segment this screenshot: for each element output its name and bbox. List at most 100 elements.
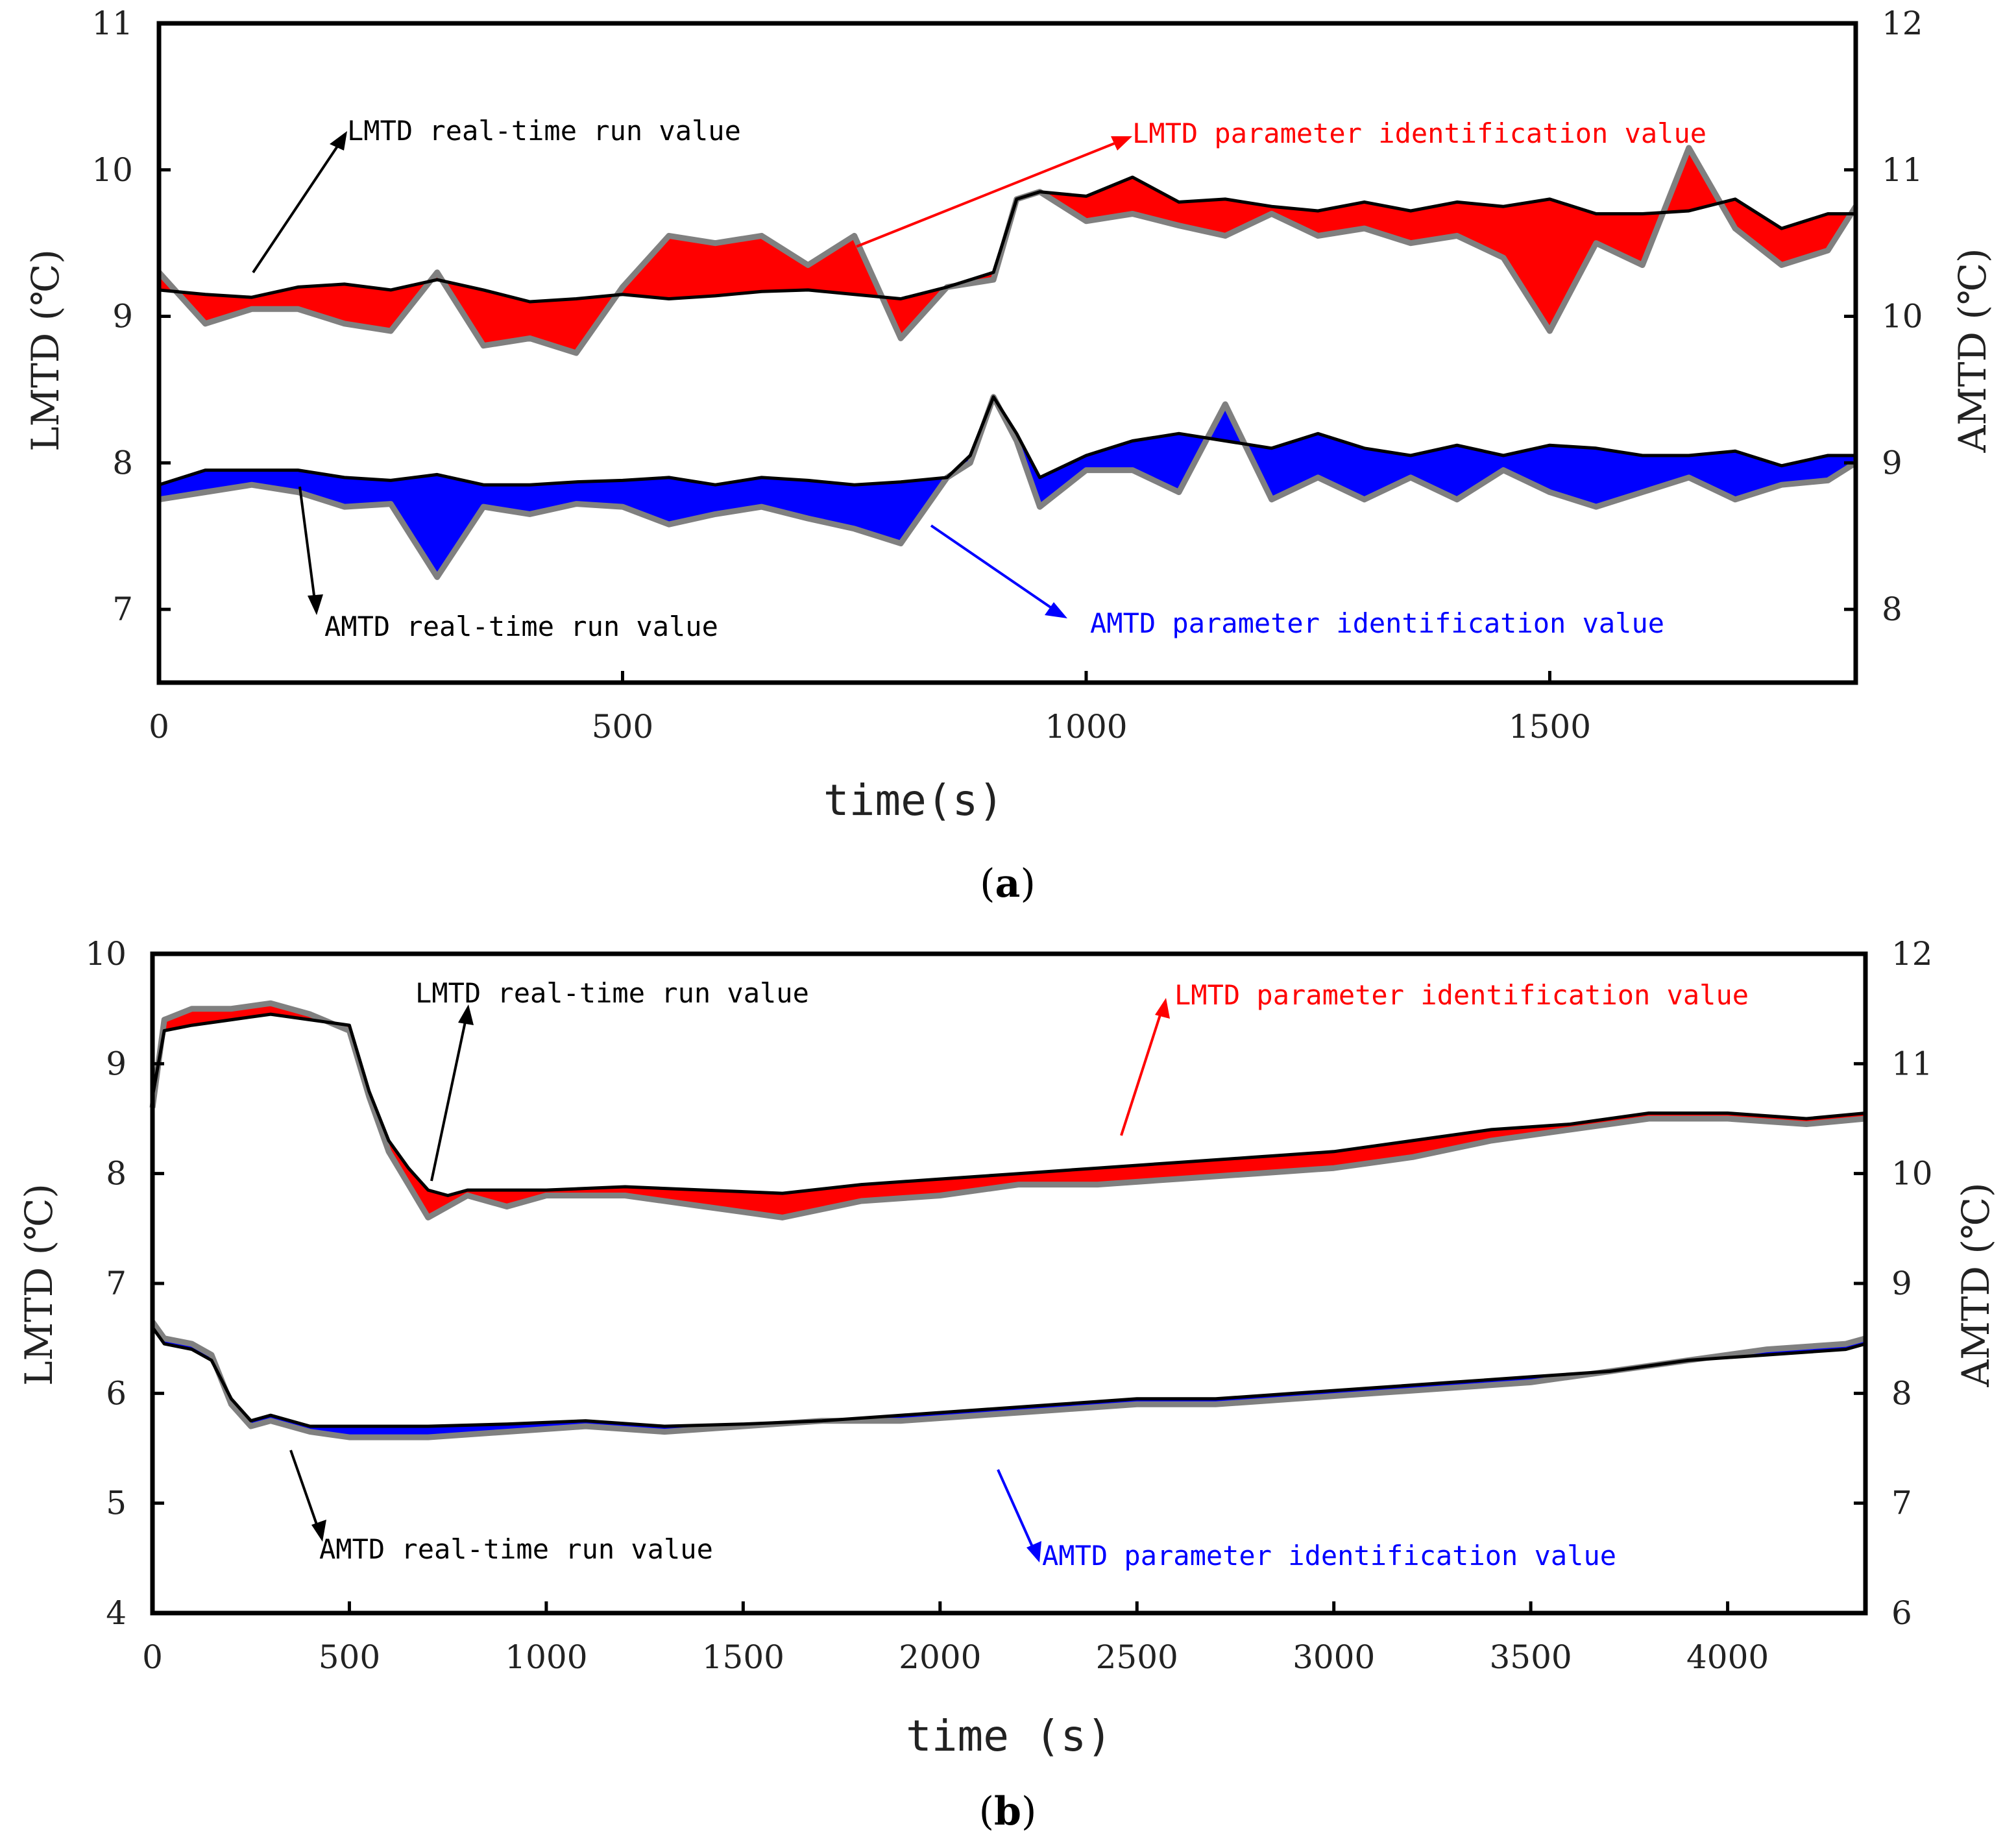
chart-a-left-tick-label: 7: [112, 590, 133, 628]
chart-a-arrowhead-amtd-ident: [1045, 602, 1067, 618]
chart-panel-b: 0 500 1000 1500 2000 2500 3000 3500 4000 4 5 6 7 8 9 1…: [0, 921, 2016, 1846]
chart-b-left-tick-label: 9: [106, 1045, 127, 1082]
chart-a-caption: (a): [980, 861, 1036, 906]
chart-b-x-tick-label: 1500: [702, 1638, 784, 1676]
chart-a-x-tick-label: 0: [149, 708, 169, 746]
chart-b-caption: (b): [979, 1789, 1037, 1834]
chart-a-line-layer: [156, 145, 1858, 580]
chart-b-svg: 0 500 1000 1500 2000 2500 3000 3500 4000 4 5 6 7 8 9 1…: [17, 935, 1998, 1834]
chart-a-x-tick-label: 500: [592, 708, 653, 746]
chart-a-x-axis-title: time(s): [823, 775, 1004, 825]
chart-b-right-tick-label: 8: [1891, 1374, 1912, 1412]
chart-a-left-ticks: 7 8 9 10 11: [91, 5, 171, 628]
chart-a-left-tick-label: 9: [112, 298, 133, 335]
chart-b-line-layer: [149, 1000, 1867, 1440]
chart-b-left-axis-title: LMTD (℃): [17, 1184, 61, 1386]
chart-a-label-amtd-realtime: AMTD real-time run value: [324, 611, 718, 642]
chart-panel-a: 0 500 1000 1500 7 8 9 10 11 8 9 10 11 12 time(s) LM…: [0, 0, 2016, 921]
chart-b-left-tick-label: 8: [106, 1155, 127, 1193]
chart-a-arrowhead-lmtd-realtime: [330, 131, 347, 151]
chart-a-left-axis-title: LMTD (℃): [23, 249, 67, 452]
chart-b-left-tick-label: 10: [85, 935, 127, 973]
chart-a-x-ticks: 0 500 1000 1500: [149, 671, 1591, 746]
chart-a-caption-open: (: [980, 861, 995, 906]
chart-b-arrow-lmtd-ident: [1120, 1010, 1163, 1136]
chart-b-x-tick-label: 2500: [1096, 1638, 1178, 1676]
chart-a-lmtd-realtime-line: [158, 175, 1856, 304]
chart-a-left-tick-label: 10: [91, 151, 133, 189]
chart-b-right-tick-label: 11: [1891, 1045, 1933, 1082]
chart-a-label-lmtd-ident: LMTD parameter identification value: [1132, 117, 1706, 149]
chart-b-right-axis-title: AMTD (℃): [1954, 1182, 1998, 1387]
chart-b-label-amtd-realtime: AMTD real-time run value: [319, 1533, 713, 1565]
chart-a-fill-layer: [159, 147, 1856, 577]
chart-a-caption-close: ): [1020, 861, 1035, 906]
chart-b-right-tick-label: 7: [1891, 1485, 1912, 1522]
chart-b-arrowhead-lmtd-realtime: [458, 1004, 474, 1025]
chart-b-caption-open: (: [979, 1789, 994, 1834]
chart-b-amtd-difference-band: [152, 1322, 1865, 1438]
chart-a-svg: 0 500 1000 1500 7 8 9 10 11 8 9 10 11 12 time(s) LM…: [23, 5, 1995, 906]
chart-b-plot-frame: [150, 951, 1868, 1616]
chart-a-right-tick-label: 9: [1882, 444, 1902, 481]
chart-b-arrow-lmtd-realtime: [430, 1018, 467, 1182]
chart-a-left-tick-label: 11: [91, 5, 133, 42]
chart-a-amtd-ident-line: [158, 394, 1858, 580]
chart-b-arrow-amtd-realtime: [289, 1450, 319, 1529]
chart-a-lmtd-difference-band: [159, 147, 1856, 353]
chart-a-right-tick-label: 8: [1882, 590, 1902, 628]
chart-b-right-tick-label: 6: [1891, 1594, 1912, 1632]
chart-b-label-amtd-ident: AMTD parameter identification value: [1042, 1540, 1616, 1572]
chart-b-lmtd-realtime-line: [151, 1012, 1866, 1197]
chart-b-arrowhead-lmtd-ident: [1155, 998, 1170, 1019]
chart-a-right-tick-label: 10: [1882, 298, 1923, 335]
chart-b-left-tick-label: 7: [106, 1265, 127, 1302]
chart-a-arrowhead-lmtd-ident: [1111, 136, 1132, 151]
chart-a-arrow-lmtd-realtime: [252, 140, 342, 274]
chart-b-left-tick-label: 6: [106, 1374, 127, 1412]
chart-b-right-ticks: 6 7 8 9 10 11 12: [1854, 935, 1933, 1632]
chart-b-arrow-amtd-ident: [997, 1469, 1035, 1550]
chart-b-arrowhead-amtd-realtime: [311, 1520, 326, 1542]
chart-a-right-axis-title: AMTD (℃): [1950, 248, 1995, 453]
chart-b-x-tick-label: 1000: [505, 1638, 587, 1676]
chart-b-x-tick-label: 3000: [1293, 1638, 1375, 1676]
chart-a-arrow-lmtd-ident: [856, 140, 1120, 248]
chart-b-left-ticks: 4 5 6 7 8 9 10: [85, 935, 164, 1632]
chart-b-x-tick-label: 3500: [1490, 1638, 1572, 1676]
chart-b-arrowhead-amtd-ident: [1026, 1541, 1041, 1562]
chart-a-left-tick-label: 8: [112, 444, 133, 481]
chart-a-arrow-amtd-ident: [930, 524, 1056, 611]
chart-b-x-tick-label: 2000: [899, 1638, 981, 1676]
chart-b-x-tick-label: 500: [319, 1638, 380, 1676]
chart-a-plot-frame: [156, 21, 1858, 685]
chart-b-caption-close: ): [1021, 1789, 1036, 1834]
chart-a-x-tick-label: 1500: [1509, 708, 1591, 746]
chart-b-x-axis-title: time (s): [906, 1711, 1112, 1761]
chart-a-amtd-difference-band: [159, 396, 1856, 577]
chart-a-right-ticks: 8 9 10 11 12: [1844, 5, 1923, 628]
chart-b-label-lmtd-ident: LMTD parameter identification value: [1174, 979, 1749, 1011]
chart-a-arrowhead-amtd-realtime: [308, 594, 323, 615]
chart-b-lmtd-ident-line: [149, 1000, 1866, 1221]
chart-a-amtd-realtime-line: [158, 395, 1856, 487]
chart-b-label-lmtd-realtime: LMTD real-time run value: [415, 977, 809, 1009]
chart-b-right-tick-label: 9: [1891, 1265, 1912, 1302]
chart-a-right-tick-label: 11: [1882, 151, 1923, 189]
chart-b-right-tick-label: 10: [1891, 1155, 1933, 1193]
chart-b-amtd-ident-line: [150, 1320, 1867, 1440]
chart-a-label-amtd-ident: AMTD parameter identification value: [1090, 607, 1664, 639]
chart-a-label-lmtd-realtime: LMTD real-time run value: [347, 115, 741, 147]
chart-a-arrow-amtd-realtime: [298, 486, 316, 601]
chart-b-x-tick-label: 4000: [1686, 1638, 1769, 1676]
chart-b-right-tick-label: 12: [1891, 935, 1933, 973]
chart-a-right-tick-label: 12: [1882, 5, 1923, 42]
chart-b-left-tick-label: 4: [106, 1594, 127, 1632]
chart-b-amtd-realtime-line: [151, 1326, 1866, 1428]
chart-a-x-tick-label: 1000: [1045, 708, 1127, 746]
chart-a-lmtd-ident-line: [156, 145, 1858, 356]
chart-b-left-tick-label: 5: [106, 1485, 127, 1522]
chart-b-caption-letter: b: [994, 1789, 1021, 1834]
chart-b-x-ticks: 0 500 1000 1500 2000 2500 3000 3500 4000: [142, 1601, 1769, 1676]
chart-a-caption-letter: a: [995, 861, 1021, 906]
